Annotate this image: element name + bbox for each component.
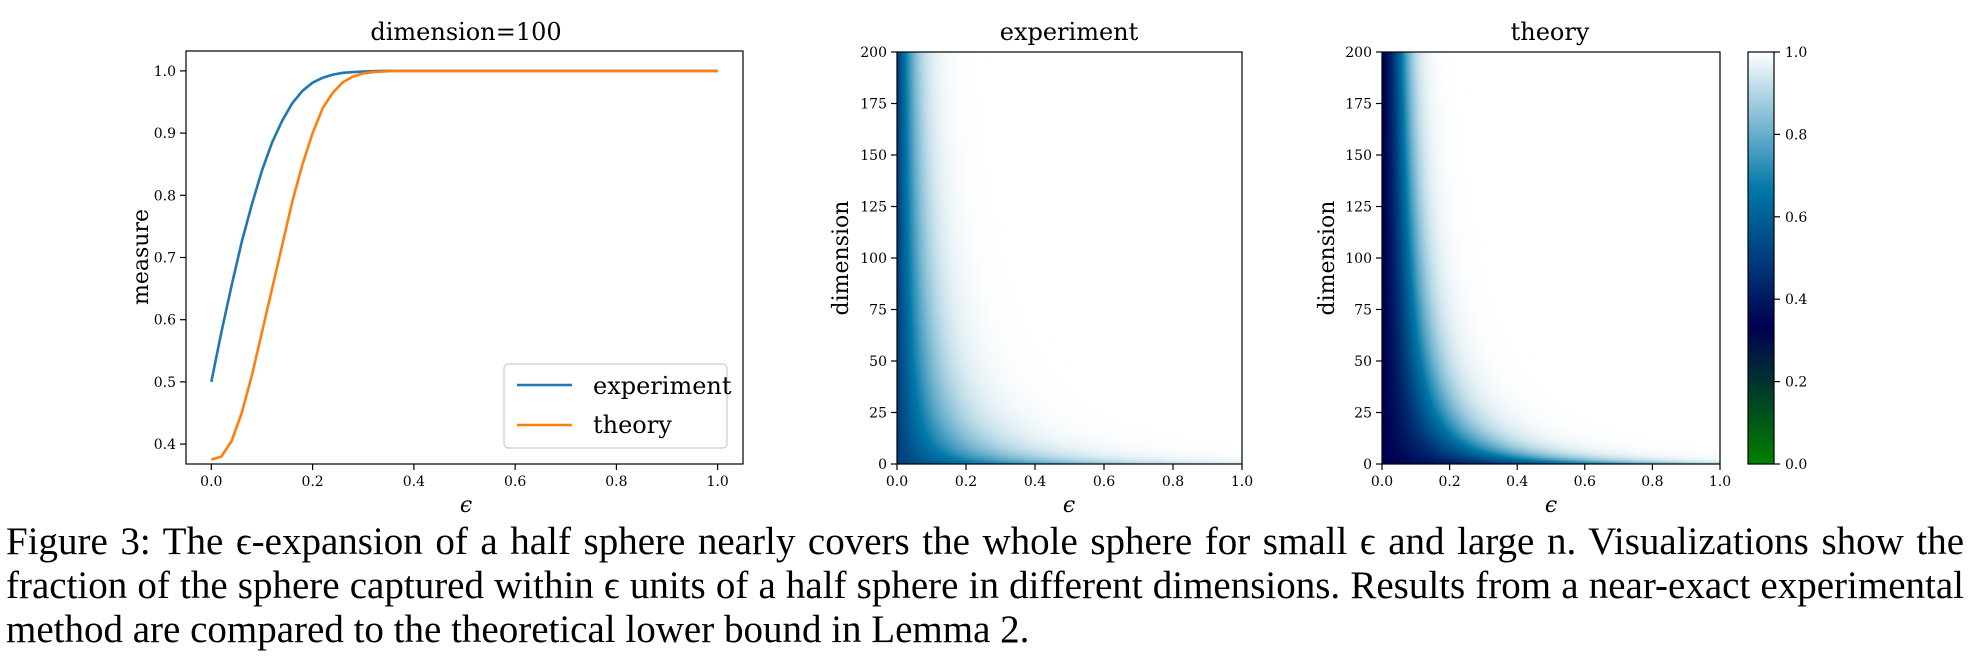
theory-heatmap-x-tick-label: 0.8 xyxy=(1641,474,1663,490)
theory-heatmap-image xyxy=(1382,52,1720,464)
theory-heatmap-x-tick-label: 1.0 xyxy=(1709,474,1731,490)
experiment-heatmap-y-tick-label: 175 xyxy=(860,97,887,113)
theory-heatmap-y-tick-label: 0 xyxy=(1363,457,1372,473)
theory-heatmap-xlabel: ϵ xyxy=(1545,493,1557,518)
experiment-heatmap-x-tick-label: 1.0 xyxy=(1231,474,1253,490)
line-chart-title: dimension=100 xyxy=(370,18,561,46)
theory-heatmap-y-tick-label: 150 xyxy=(1345,148,1372,164)
line-chart-y-tick-label: 0.5 xyxy=(154,375,176,391)
line-chart-y-tick-label: 1.0 xyxy=(154,64,176,80)
colorbar-tick-label: 0.0 xyxy=(1785,457,1807,473)
line-chart-y-tick-label: 0.6 xyxy=(154,313,176,329)
line-series-group xyxy=(210,69,718,461)
figure-caption: Figure 3: The ϵ-expansion of a half sphe… xyxy=(6,520,1964,652)
line-chart-y-tick-label: 0.7 xyxy=(154,251,176,267)
experiment-heatmap-y-tick-label: 0 xyxy=(878,457,887,473)
colorbar-tick-label: 0.8 xyxy=(1785,127,1807,143)
colorbar-tick-label: 0.4 xyxy=(1785,292,1807,308)
figure-canvas: dimension=100 0.0 0.2 0.4 0.6 0.8 1.0 0.40.50… xyxy=(129,18,1807,518)
line-chart-xlabel: ϵ xyxy=(460,493,472,518)
theory-heatmap-y-ticks: 0 25 50 75 100 125 150 175 200 xyxy=(1345,45,1382,473)
experiment-heatmap-y-tick-label: 75 xyxy=(869,303,887,319)
legend: experiment theory xyxy=(503,363,732,449)
experiment-heatmap-y-ticks: 0 25 50 75 100 125 150 175 200 xyxy=(860,45,897,473)
caption-text: The ϵ-expansion of a half sphere nearly … xyxy=(6,520,1965,651)
theory-heatmap-y-tick-label: 25 xyxy=(1354,406,1372,422)
line-chart-x-tick-label: 0.6 xyxy=(504,474,526,490)
theory-heatmap-ylabel: dimension xyxy=(1315,201,1340,316)
line-chart-y-ticks: 0.4 0.5 0.6 0.7 0.8 0.9 1.0 xyxy=(154,64,186,453)
caption-label: Figure 3: xyxy=(6,520,151,563)
line-chart-ylabel: measure xyxy=(129,209,154,305)
line-chart-x-tick-label: 1.0 xyxy=(707,474,729,490)
experiment-heatmap-y-tick-label: 25 xyxy=(869,406,887,422)
line-chart-x-tick-label: 0.4 xyxy=(403,474,425,490)
theory-heatmap-y-tick-label: 50 xyxy=(1354,354,1372,370)
colorbar-ticks: 0.0 0.2 0.4 0.6 0.8 1.0 xyxy=(1774,45,1807,473)
theory-heatmap-y-tick-label: 125 xyxy=(1345,200,1372,216)
theory-heatmap-y-tick-label: 75 xyxy=(1354,303,1372,319)
experiment-heatmap-y-tick-label: 125 xyxy=(860,200,887,216)
colorbar-tick-label: 0.6 xyxy=(1785,210,1807,226)
theory-heatmap-panel: theory 0.0 0.2 0.4 0.6 0.8 1.0 0 25 50 75 100 125 1… xyxy=(1315,18,1731,518)
experiment-heatmap-y-tick-label: 100 xyxy=(860,251,887,267)
line-chart-panel: dimension=100 0.0 0.2 0.4 0.6 0.8 1.0 0.40.50… xyxy=(129,18,744,518)
theory-heatmap-x-tick-label: 0.2 xyxy=(1438,474,1460,490)
colorbar-gradient xyxy=(1747,51,1775,465)
theory-heatmap-title: theory xyxy=(1511,18,1590,46)
experiment-heatmap-x-tick-label: 0.2 xyxy=(955,474,977,490)
experiment-heatmap-x-tick-label: 0.8 xyxy=(1162,474,1184,490)
theory-heatmap-y-tick-label: 100 xyxy=(1345,251,1372,267)
theory-heatmap-x-tick-label: 0.0 xyxy=(1371,474,1393,490)
legend-label-theory: theory xyxy=(593,411,672,439)
colorbar-tick-label: 0.2 xyxy=(1785,375,1807,391)
line-chart-x-tick-label: 0.2 xyxy=(301,474,323,490)
experiment-heatmap-x-tick-label: 0.0 xyxy=(886,474,908,490)
legend-label-experiment: experiment xyxy=(593,372,732,400)
line-chart-x-tick-label: 0.0 xyxy=(200,474,222,490)
experiment-heatmap-image xyxy=(897,52,1242,464)
theory-heatmap-y-tick-label: 175 xyxy=(1345,97,1372,113)
line-chart-y-tick-label: 0.9 xyxy=(154,126,176,142)
line-chart-x-tick-label: 0.8 xyxy=(605,474,627,490)
experiment-heatmap-panel: experiment 0.0 0.2 0.4 0.6 0.8 1.0 0 25 50 75 100… xyxy=(829,18,1253,518)
experiment-heatmap-x-tick-label: 0.4 xyxy=(1024,474,1046,490)
theory-heatmap-x-tick-label: 0.6 xyxy=(1574,474,1596,490)
line-chart-y-tick-label: 0.4 xyxy=(154,437,176,453)
line-series-theory xyxy=(210,69,718,461)
experiment-heatmap-y-tick-label: 150 xyxy=(860,148,887,164)
colorbar-tick-label: 1.0 xyxy=(1785,45,1807,61)
experiment-heatmap-xlabel: ϵ xyxy=(1063,493,1075,518)
experiment-heatmap-title: experiment xyxy=(1000,18,1139,46)
theory-heatmap-y-tick-label: 200 xyxy=(1345,45,1372,61)
experiment-heatmap-y-tick-label: 50 xyxy=(869,354,887,370)
experiment-heatmap-ylabel: dimension xyxy=(829,201,854,316)
theory-heatmap-x-tick-label: 0.4 xyxy=(1506,474,1528,490)
colorbar: 0.0 0.2 0.4 0.6 0.8 1.0 xyxy=(1747,45,1807,473)
line-chart-y-tick-label: 0.8 xyxy=(154,188,176,204)
experiment-heatmap-x-tick-label: 0.6 xyxy=(1093,474,1115,490)
theory-heatmap-x-ticks: 0.0 0.2 0.4 0.6 0.8 1.0 xyxy=(1371,464,1731,490)
experiment-heatmap-y-tick-label: 200 xyxy=(860,45,887,61)
line-chart-x-ticks: 0.0 0.2 0.4 0.6 0.8 1.0 xyxy=(200,464,729,490)
experiment-heatmap-x-ticks: 0.0 0.2 0.4 0.6 0.8 1.0 xyxy=(886,464,1253,490)
